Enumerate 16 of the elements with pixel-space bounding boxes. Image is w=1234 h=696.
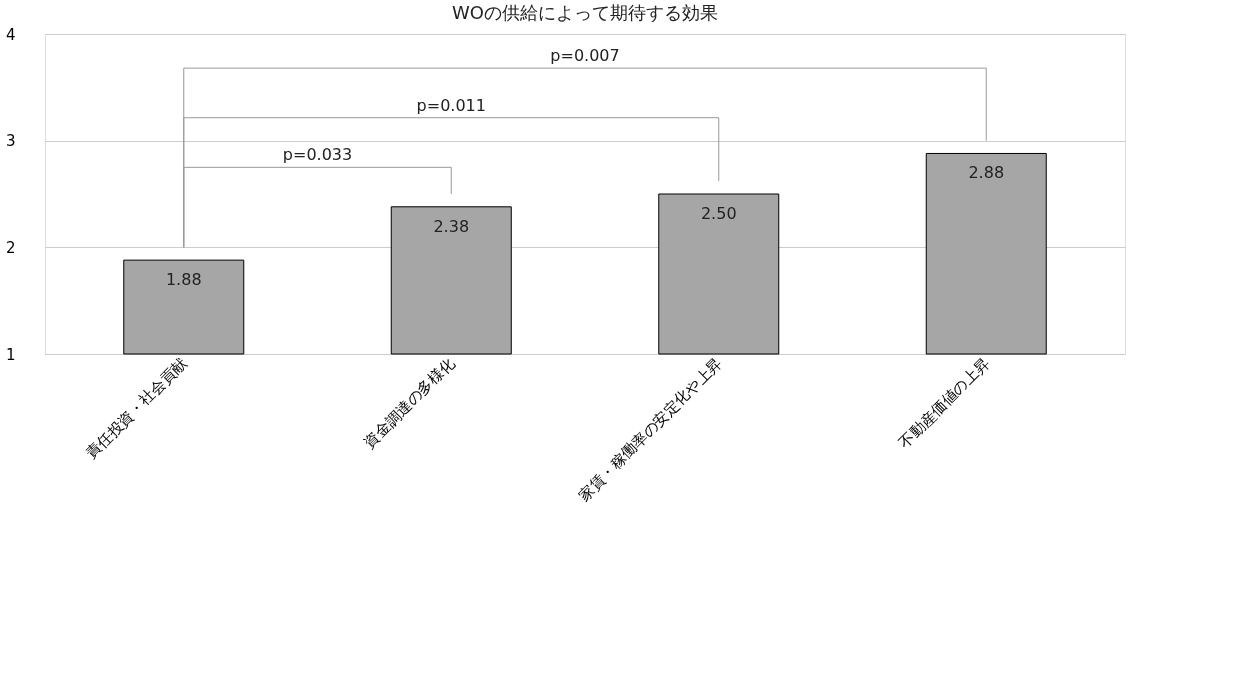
x-tick-label: 責任投資・社会貢献 bbox=[82, 354, 191, 463]
annotation: p=0.033 bbox=[282, 145, 353, 165]
y-tick-label: 1 bbox=[5, 345, 16, 364]
data-label: 2.88 bbox=[968, 163, 1005, 183]
data-label: 2.50 bbox=[700, 204, 737, 223]
annotation: p=0.011 bbox=[416, 95, 486, 115]
x-tick-label: 家賃・稼働率の安定化や上昇 bbox=[575, 354, 726, 505]
annotation: p=0.007 bbox=[550, 46, 620, 66]
x-tick-label: 不動産価値の上昇 bbox=[895, 354, 994, 452]
y-tick-label: 4 bbox=[5, 25, 16, 44]
data-label: 1.88 bbox=[165, 270, 202, 290]
data-label: 2.38 bbox=[433, 216, 470, 236]
y-tick-label: 3 bbox=[5, 132, 16, 151]
x-tick-label: 資金調達の多様化 bbox=[360, 354, 459, 452]
y-tick-label: 2 bbox=[5, 238, 16, 257]
chart-title: WOの供給によって期待する効果 bbox=[452, 2, 718, 23]
